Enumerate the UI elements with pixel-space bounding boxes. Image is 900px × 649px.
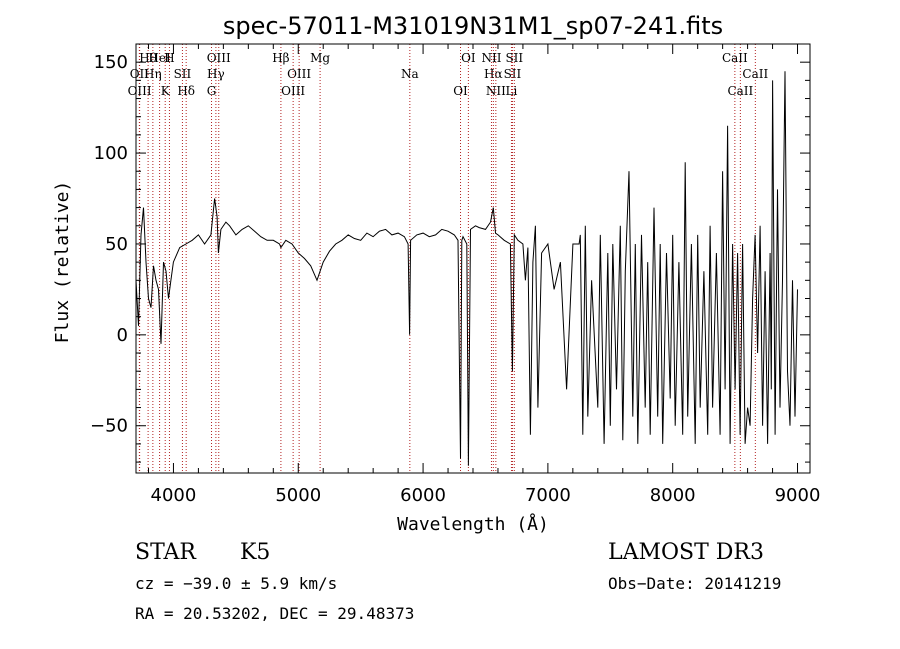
redshift-value: cz = −39.0 ± 5.9 km/s — [135, 574, 338, 593]
y-tick-label: −50 — [90, 416, 128, 437]
spectral-line-label: G — [207, 84, 217, 98]
spectral-line-label: SII — [505, 51, 523, 65]
y-tick-label: 150 — [94, 52, 128, 73]
spectrum-line — [135, 71, 798, 466]
spectral-line-label: OIII — [287, 67, 311, 81]
x-tick-label: 6000 — [400, 485, 446, 506]
object-class: STAR — [135, 540, 196, 565]
spectral-line-label: OI — [453, 84, 468, 98]
spectral-line-label: Na — [401, 67, 419, 81]
spectral-line-label: Hθ — [139, 51, 157, 65]
y-axis-label: Flux (relative) — [52, 181, 73, 344]
x-tick-label: 7000 — [525, 485, 571, 506]
y-axis: −50 0 50 100 150 — [90, 43, 810, 463]
spectral-line-label: K — [161, 84, 171, 98]
spectral-line-label: CaII — [727, 84, 753, 98]
object-subclass: K5 — [240, 540, 271, 565]
spectral-line-label: H — [164, 51, 174, 65]
spectral-line-label: OIII — [128, 84, 152, 98]
coordinates: RA = 20.53202, DEC = 29.48373 — [135, 604, 415, 623]
spectral-line-label: CaII — [722, 51, 748, 65]
spectral-line-label: HeI — [148, 51, 171, 65]
chart-title: spec-57011-M31019N31M1_sp07-241.fits — [223, 12, 723, 40]
spectral-line-label: Hη — [144, 67, 162, 81]
x-tick-label: 5000 — [275, 485, 321, 506]
spectral-line-label: NII — [481, 51, 501, 65]
spectral-line-label: SII — [504, 67, 522, 81]
spectral-line-label: Hδ — [177, 84, 195, 98]
x-axis: 4000 5000 6000 7000 8000 9000 — [147, 44, 821, 506]
spectrum-series — [135, 71, 798, 466]
spectral-line-label: NII — [486, 84, 506, 98]
spectral-line-label: Hβ — [272, 51, 289, 65]
x-axis-label: Wavelength (Å) — [397, 513, 549, 535]
x-tick-label: 9000 — [775, 485, 821, 506]
spectral-line-label: Hα — [484, 67, 503, 81]
spectral-line-markers: HθOIIOIIIHeIHηKHSIIHδOIIIHγGHβOIIIOIIIMg… — [128, 44, 768, 473]
x-tick-label: 8000 — [650, 485, 696, 506]
spectral-line-label: Li — [506, 84, 518, 98]
spectral-line-label: Mg — [310, 51, 330, 65]
spectral-line-label: Hγ — [207, 67, 225, 81]
y-tick-label: 0 — [117, 325, 128, 346]
x-tick-label: 4000 — [151, 485, 197, 506]
y-tick-label: 50 — [105, 234, 128, 255]
observation-date: Obs−Date: 20141219 — [608, 574, 782, 593]
spectral-line-label: SII — [174, 67, 192, 81]
y-tick-label: 100 — [94, 143, 128, 164]
plot-frame — [135, 43, 811, 474]
spectral-line-label: OIII — [207, 51, 231, 65]
spectral-line-label: OIII — [281, 84, 305, 98]
survey-name: LAMOST DR3 — [608, 540, 764, 565]
spectral-line-label: CaII — [742, 67, 768, 81]
spectral-line-label: OI — [461, 51, 476, 65]
